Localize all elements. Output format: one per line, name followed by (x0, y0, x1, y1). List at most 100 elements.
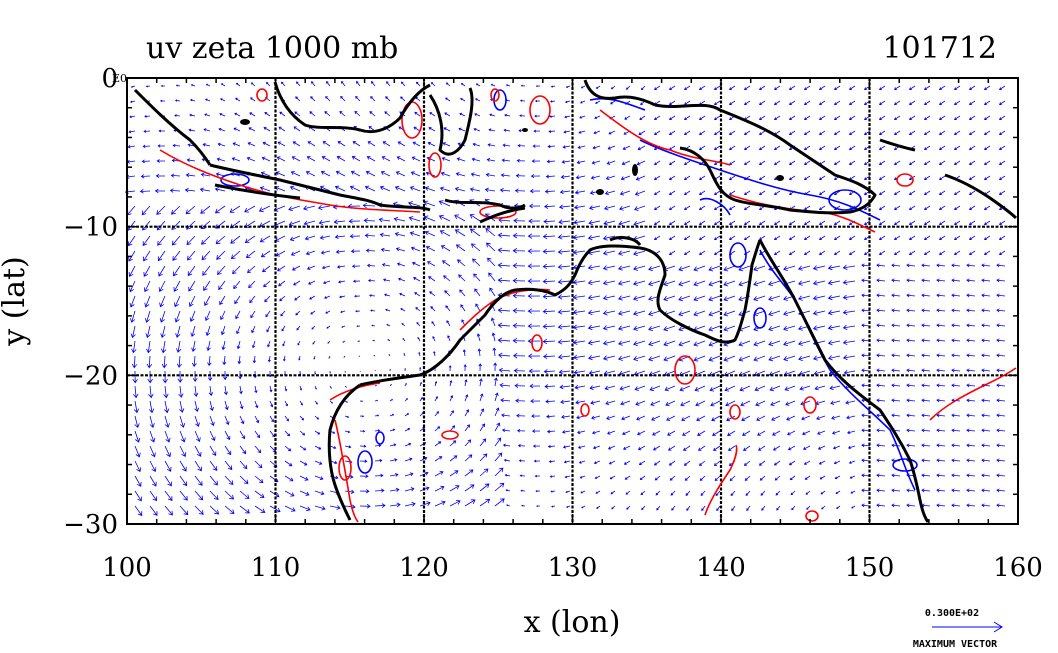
wind-vector (724, 385, 736, 392)
wind-vector (834, 220, 841, 225)
wind-vector (566, 505, 571, 508)
wind-vector (527, 263, 541, 269)
coast-new-britain (879, 138, 916, 152)
wind-vector (439, 230, 451, 237)
wind-vector (329, 370, 331, 374)
wind-vector (386, 81, 391, 87)
wind-vector (218, 127, 226, 132)
wind-vector (939, 175, 946, 180)
wind-vector (557, 234, 571, 240)
wind-vector (512, 293, 526, 299)
wind-vector (996, 293, 1006, 298)
wind-vector (460, 98, 466, 102)
wind-vector (951, 443, 961, 448)
wind-vector (404, 383, 407, 387)
wind-vector (593, 130, 601, 135)
wind-vector (996, 368, 1006, 373)
wind-vector (759, 175, 766, 180)
wind-vector (395, 247, 406, 252)
wind-vector (389, 413, 395, 417)
wind-vector (419, 366, 422, 372)
wind-vector (744, 85, 751, 90)
wind-vector (291, 265, 301, 271)
wind-vector (921, 353, 931, 358)
wind-vector (969, 235, 976, 240)
wind-vector (374, 384, 378, 387)
wind-vector (374, 429, 381, 432)
wind-vector (776, 505, 781, 511)
wind-vector (343, 355, 346, 358)
wind-vector (561, 160, 571, 164)
wind-vector (576, 430, 586, 435)
wind-vector (149, 430, 156, 443)
wind-vector (479, 468, 489, 477)
wind-vector (216, 157, 226, 162)
wind-vector (174, 99, 181, 102)
wind-vector (996, 443, 1006, 448)
wind-vector (428, 276, 436, 282)
wind-vector (936, 383, 946, 388)
wind-vector (412, 141, 421, 147)
wind-vector (497, 262, 511, 269)
wind-vector (663, 355, 676, 362)
wind-vector (774, 475, 781, 481)
wind-vector (364, 185, 376, 192)
wind-vector (499, 382, 511, 388)
wind-vector (684, 130, 691, 135)
wind-vector (164, 445, 171, 458)
wind-vector (130, 85, 136, 88)
wind-vector (513, 218, 526, 224)
wind-vector (156, 205, 166, 215)
wind-vector (474, 113, 481, 117)
wind-vector (744, 205, 751, 210)
wind-vector (200, 172, 211, 177)
y-tick-label: −20 (63, 361, 118, 391)
wind-vector (608, 460, 616, 465)
wind-vector (204, 113, 211, 117)
wind-vector (224, 475, 234, 486)
wind-vector (608, 130, 616, 135)
wind-vector (729, 175, 736, 180)
wind-vector (624, 475, 631, 480)
wind-vector (744, 130, 751, 135)
wind-vector (951, 503, 961, 508)
wind-vector (445, 97, 451, 102)
wind-vector (906, 413, 916, 418)
wind-vector (387, 339, 391, 342)
x-tick-label: 100 (102, 553, 152, 583)
wind-vector (247, 142, 256, 147)
wind-vector (149, 475, 157, 487)
wind-vector (729, 85, 736, 90)
wind-vector (234, 295, 241, 305)
wind-vector (617, 265, 631, 271)
wind-vector (669, 100, 676, 105)
wind-vector (876, 428, 886, 433)
coast-solomon (944, 173, 1018, 220)
wind-vector (842, 294, 856, 300)
wind-vector (804, 220, 811, 225)
wind-vector (954, 205, 961, 210)
wind-vector (876, 368, 886, 373)
wind-vector (154, 188, 166, 194)
wind-vector (148, 400, 155, 414)
wind-vector (145, 85, 151, 88)
wind-vector (587, 279, 601, 286)
wind-vector (712, 430, 721, 436)
wind-vector (832, 430, 841, 435)
wind-vector (744, 190, 751, 195)
wind-vector (512, 248, 526, 254)
wind-vector (939, 220, 946, 225)
neg-contour-png (639, 139, 881, 221)
wind-vector (199, 187, 211, 192)
wind-vector (158, 265, 166, 277)
wind-vector (404, 413, 410, 417)
wind-vector (194, 490, 204, 501)
wind-vector (587, 264, 601, 271)
wind-vector (667, 430, 676, 436)
wind-vector (789, 115, 796, 120)
wind-vector (906, 353, 916, 358)
wind-vector (408, 216, 421, 222)
wind-vector (789, 250, 796, 255)
wind-vector (879, 205, 886, 210)
wind-vector (797, 340, 811, 346)
